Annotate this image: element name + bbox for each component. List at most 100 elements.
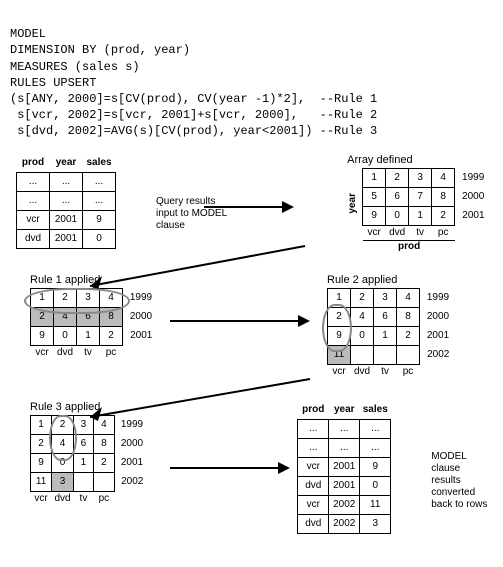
collabel: vcr	[31, 491, 52, 506]
cell: 2	[386, 168, 409, 187]
cell: 6	[77, 307, 100, 326]
rule2-grid: 12341999 24682000 90122001 112002 vcrdvd…	[327, 288, 454, 379]
cell: 1	[31, 415, 52, 434]
cell: 8	[397, 307, 420, 326]
code-line: s[vcr, 2002]=s[vcr, 2001]+s[vcr, 2000], …	[10, 108, 377, 122]
rule3-title: Rule 3 applied	[30, 401, 147, 413]
rowlabel: 1999	[455, 168, 489, 187]
cell: ...	[298, 438, 329, 457]
col-sales: sales	[360, 401, 391, 420]
cell: dvd	[298, 514, 329, 533]
code-line: DIMENSION BY (prod, year)	[10, 43, 190, 57]
cell: 9	[363, 206, 386, 225]
cell: dvd	[298, 476, 329, 495]
cell: 4	[397, 288, 420, 307]
cell: 9	[83, 210, 116, 229]
rule1-grid: 12341999 24682000 90122001 vcrdvdtvpc	[30, 288, 157, 360]
cell: 9	[31, 453, 52, 472]
cell: 0	[83, 229, 116, 248]
cell	[94, 472, 115, 491]
cell: 5	[363, 187, 386, 206]
collabel: pc	[432, 225, 455, 240]
col-sales: sales	[83, 154, 116, 173]
cell: 2001	[50, 210, 83, 229]
cell: 2	[31, 307, 54, 326]
cell: 4	[52, 434, 74, 453]
cell: 2	[328, 307, 351, 326]
output-table: prod year sales ......... ......... vcr2…	[297, 401, 391, 534]
rule3-block: Rule 3 applied 12341999 24682000 9012200…	[30, 401, 147, 506]
cell: 8	[432, 187, 455, 206]
cell: 1	[363, 168, 386, 187]
collabel: tv	[409, 225, 432, 240]
cell: vcr	[17, 210, 50, 229]
collabel: vcr	[31, 345, 54, 360]
collabel: pc	[94, 491, 115, 506]
rowlabel: 2001	[114, 453, 147, 472]
cell: 2002	[329, 495, 360, 514]
rowlabel: 2002	[114, 472, 147, 491]
cell: 1	[77, 326, 100, 345]
cell: ...	[83, 191, 116, 210]
code-line: RULES UPSERT	[10, 76, 96, 90]
rule2-title: Rule 2 applied	[327, 274, 454, 286]
rowlabel: 2001	[455, 206, 489, 225]
cell: ...	[17, 172, 50, 191]
input-table: prod year sales ......... ......... vcr2…	[16, 154, 116, 249]
rule2-block: Rule 2 applied 12341999 24682000 9012200…	[327, 274, 454, 379]
cell: 0	[52, 453, 74, 472]
rowlabel: 1999	[420, 288, 454, 307]
rowlabel: 2001	[420, 326, 454, 345]
cell: 11	[31, 472, 52, 491]
cell: 4	[100, 288, 123, 307]
cell	[397, 345, 420, 364]
rowlabel: 1999	[123, 288, 157, 307]
rowlabel: 2001	[123, 326, 157, 345]
cell: 3	[77, 288, 100, 307]
cell: 3	[73, 415, 93, 434]
cell: 2002	[329, 514, 360, 533]
cell: 4	[94, 415, 115, 434]
cell: 6	[73, 434, 93, 453]
input-note: Query results input to MODEL clause	[156, 196, 227, 232]
cell: 2	[94, 453, 115, 472]
cell: ...	[50, 191, 83, 210]
cell: 9	[328, 326, 351, 345]
code-line: MEASURES (sales s)	[10, 60, 140, 74]
cell: 2	[351, 288, 374, 307]
cell: vcr	[298, 495, 329, 514]
output-note: MODEL clause results converted back to r…	[431, 451, 493, 511]
input-table-block: prod year sales ......... ......... vcr2…	[16, 154, 116, 249]
arrow-right-icon	[170, 461, 290, 475]
cell: 1	[374, 326, 397, 345]
code-line: MODEL	[10, 27, 46, 41]
cell: dvd	[17, 229, 50, 248]
axis-year-label: year	[347, 193, 358, 214]
cell: 0	[351, 326, 374, 345]
cell: 7	[409, 187, 432, 206]
cell	[374, 345, 397, 364]
cell: vcr	[298, 457, 329, 476]
cell: ...	[298, 419, 329, 438]
rowlabel: 2002	[420, 345, 454, 364]
col-prod: prod	[17, 154, 50, 173]
col-year: year	[50, 154, 83, 173]
rowlabel: 1999	[114, 415, 147, 434]
arrow-right-icon	[170, 314, 310, 328]
cell: 9	[360, 457, 391, 476]
output-table-block: prod year sales ......... ......... vcr2…	[297, 401, 391, 534]
collabel: pc	[100, 345, 123, 360]
cell: ...	[17, 191, 50, 210]
col-year: year	[329, 401, 360, 420]
cell: 1	[73, 453, 93, 472]
cell: 2	[397, 326, 420, 345]
code-line: (s[ANY, 2000]=s[CV(prod), CV(year -1)*2]…	[10, 92, 377, 106]
cell: 3	[360, 514, 391, 533]
cell: 2	[100, 326, 123, 345]
cell: 3	[52, 472, 74, 491]
collabel: tv	[77, 345, 100, 360]
collabel: vcr	[363, 225, 386, 240]
rule1-title: Rule 1 applied	[30, 274, 157, 286]
cell: 2001	[50, 229, 83, 248]
cell: 2	[31, 434, 52, 453]
